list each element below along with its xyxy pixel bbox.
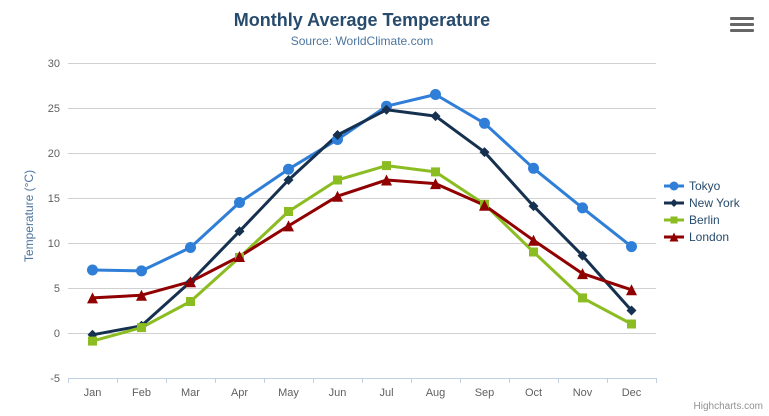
legend-label: Berlin [689,212,720,227]
svg-text:Jan: Jan [84,387,102,399]
london-series-marker-icon [664,232,684,241]
svg-text:Oct: Oct [525,387,542,399]
credits-link[interactable]: Highcharts.com [693,401,763,412]
svg-text:10: 10 [48,238,60,250]
svg-text:Jun: Jun [329,387,347,399]
svg-text:0: 0 [54,328,60,340]
svg-text:-5: -5 [50,373,60,385]
hamburger-icon [730,17,754,20]
legend-item-berlin[interactable]: Berlin [664,211,740,228]
chart-subtitle: Source: WorldClimate.com [290,34,434,48]
legend-item-new-york[interactable]: New York [664,194,740,211]
svg-text:25: 25 [48,103,60,115]
legend-label: Tokyo [689,178,721,193]
svg-text:Mar: Mar [181,387,200,399]
svg-text:Dec: Dec [622,387,642,399]
svg-text:Nov: Nov [573,387,593,399]
chart-title: Monthly Average Temperature [233,10,491,30]
berlin-series-marker-icon [664,216,684,223]
legend: Tokyo New York Berlin London [664,177,740,245]
svg-text:30: 30 [48,58,60,70]
svg-text:Sep: Sep [475,387,495,399]
svg-text:Feb: Feb [132,387,151,399]
svg-text:15: 15 [48,193,60,205]
legend-item-tokyo[interactable]: Tokyo [664,177,740,194]
new-york-series-marker-icon [664,198,684,207]
tokyo-series-marker-icon [664,181,684,190]
svg-text:Apr: Apr [231,387,248,399]
svg-text:Jul: Jul [379,387,393,399]
svg-text:Aug: Aug [426,387,446,399]
svg-text:5: 5 [54,283,60,295]
svg-text:20: 20 [48,148,60,160]
y-axis-title: Temperature (°C) [22,169,36,263]
legend-item-london[interactable]: London [664,228,740,245]
context-menu-button[interactable] [728,15,756,37]
hamburger-icon [730,23,754,26]
svg-text:May: May [278,387,299,399]
legend-label: New York [689,195,740,210]
hamburger-icon [730,29,754,32]
legend-label: London [689,229,730,244]
